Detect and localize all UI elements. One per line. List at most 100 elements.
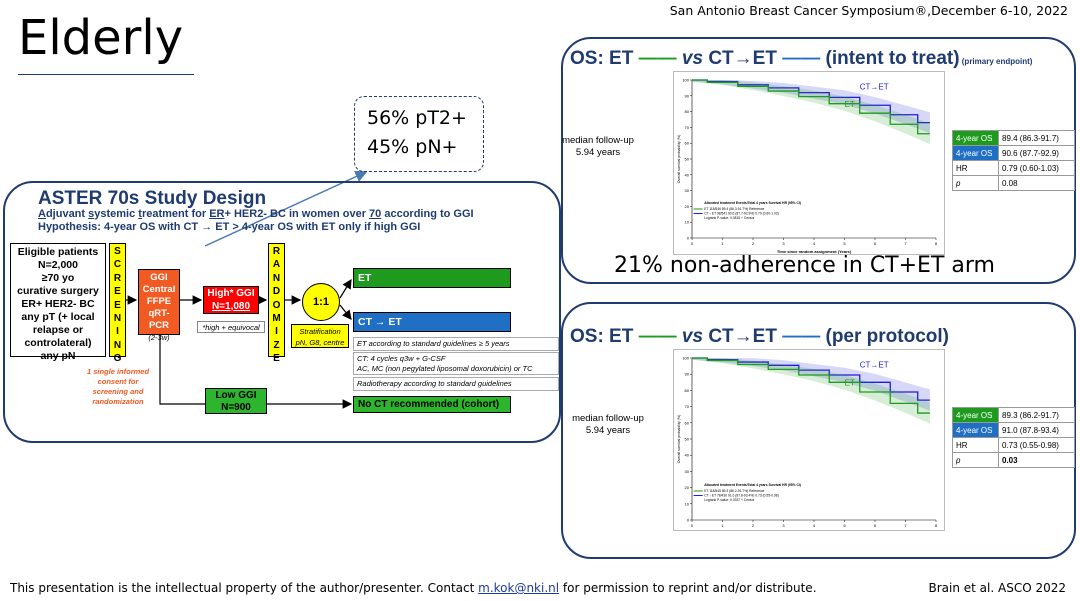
os-itt-title: OS: ET —— vs CT→ET —— (intent to treat) … bbox=[570, 48, 1033, 69]
x-tick-label: 8 bbox=[935, 523, 938, 528]
series-label: CT→ET bbox=[860, 361, 889, 370]
legend-row: CT→ET 78/430 91.0 (87.8-93.4%) 0.73 (0.5… bbox=[704, 494, 779, 498]
os-pp-followup: median follow-up 5.94 years bbox=[572, 413, 644, 436]
x-tick-label: 1 bbox=[721, 241, 724, 246]
bubble-pointer-arrow bbox=[204, 170, 368, 247]
y-tick-label: 80 bbox=[685, 388, 690, 393]
y-tick-label: 30 bbox=[685, 469, 690, 474]
x-tick-label: 5 bbox=[843, 241, 846, 246]
y-tick-label: 50 bbox=[685, 437, 690, 442]
contact-email-link[interactable]: m.kok@nki.nl bbox=[478, 581, 560, 595]
y-tick-label: 100 bbox=[682, 78, 689, 83]
y-axis-label: Overall survival probability (%) bbox=[677, 135, 681, 184]
legend-row: CT→ET 98/541 90.6 (87.7-92.9%) 0.79 (0.6… bbox=[704, 212, 779, 216]
y-tick-label: 60 bbox=[685, 141, 690, 146]
stat-pt2: 56% pT2+ bbox=[367, 107, 467, 129]
km-line-ET bbox=[692, 79, 930, 135]
arm-ct-box: CT → ET bbox=[353, 312, 511, 332]
y-tick-label: 90 bbox=[685, 372, 690, 377]
os-pp-title: OS: ET —— vs CT→ET —— (per protocol) bbox=[570, 326, 949, 347]
title-underline bbox=[18, 74, 194, 75]
x-tick-label: 6 bbox=[874, 241, 877, 246]
y-tick-label: 10 bbox=[685, 220, 690, 225]
x-tick-label: 3 bbox=[782, 523, 785, 528]
y-tick-label: 0 bbox=[687, 236, 690, 241]
consent-note: 1 single informed consent for screening … bbox=[86, 367, 150, 406]
os-itt-table: 4-year OS 89.4 (86.3-91.7) 4-year OS 90.6 … bbox=[952, 130, 1075, 191]
os-itt-followup: median follow-up 5.94 years bbox=[562, 135, 634, 158]
x-axis-label: Time since random assignment (Years) bbox=[777, 249, 852, 254]
legend-footer: Logrank P-value: 0.0815 + Censor bbox=[704, 216, 755, 220]
note-rt: Radiotherapy according to standard guide… bbox=[353, 377, 559, 391]
x-tick-label: 7 bbox=[904, 523, 907, 528]
stat-pn: 45% pN+ bbox=[367, 136, 458, 158]
km-plot-itt: 0 10 20 30 40 50 60 70 80 90 100 0 1 2 3 4 5 6 7 8 Overall s… bbox=[673, 71, 945, 255]
x-tick-label: 6 bbox=[874, 523, 877, 528]
y-tick-label: 60 bbox=[685, 420, 690, 425]
aster-title: ASTER 70s Study Design bbox=[38, 188, 267, 209]
x-tick-label: 8 bbox=[935, 241, 938, 246]
y-tick-label: 90 bbox=[685, 93, 690, 98]
series-label: CT→ET bbox=[860, 82, 889, 91]
stats-bubble: 56% pT2+ 45% pN+ bbox=[354, 96, 484, 172]
low-ggi-box: Low GGI N=900 bbox=[205, 388, 267, 414]
y-tick-label: 70 bbox=[685, 125, 690, 130]
x-tick-label: 3 bbox=[782, 241, 785, 246]
x-tick-label: 4 bbox=[813, 523, 816, 528]
eligible-patients-box: Eligible patients N=2,000 ≥70 yo curative … bbox=[10, 243, 106, 362]
x-tick-label: 4 bbox=[813, 241, 816, 246]
nonadherence-note: 21% non-adherence in CT+ET arm bbox=[614, 253, 995, 278]
aster-hypothesis: Hypothesis: 4-year OS with CT → ET > 4-y… bbox=[38, 221, 421, 233]
footer-copyright: This presentation is the intellectual pr… bbox=[10, 581, 817, 595]
x-tick-label: 2 bbox=[752, 241, 755, 246]
conference-label: San Antonio Breast Cancer Symposium®,Dec… bbox=[669, 3, 1068, 18]
ggi-box: GGI Central FFPE qRT-PCR (2-3w) bbox=[138, 269, 180, 342]
y-axis-label: Overall survival probability (%) bbox=[677, 415, 681, 464]
x-tick-label: 7 bbox=[904, 241, 907, 246]
y-tick-label: 50 bbox=[685, 157, 690, 162]
x-tick-label: 0 bbox=[691, 523, 694, 528]
equivocal-note: *high + equivocal bbox=[197, 321, 265, 333]
km-line-ET bbox=[692, 357, 930, 414]
legend-header: Allocated treatment Events/Total 4 years… bbox=[704, 483, 801, 487]
legend-row: ET 118/545 89.3 (86.2-91.7%) Reference bbox=[704, 489, 764, 493]
y-tick-label: 80 bbox=[685, 109, 690, 114]
y-tick-label: 10 bbox=[685, 501, 690, 506]
page-title: Elderly bbox=[18, 10, 184, 66]
ratio-circle: 1:1 bbox=[302, 283, 340, 321]
ci-band-CT→ET bbox=[692, 80, 930, 134]
series-label: ET bbox=[845, 100, 855, 109]
y-tick-label: 20 bbox=[685, 204, 690, 209]
y-tick-label: 100 bbox=[682, 356, 689, 361]
series-label: ET bbox=[845, 379, 855, 388]
footer-reference: Brain et al. ASCO 2022 bbox=[928, 581, 1067, 595]
ci-band-CT→ET bbox=[692, 358, 930, 411]
note-et: ET according to standard guidelines ≥ 5 … bbox=[353, 337, 559, 351]
y-tick-label: 40 bbox=[685, 172, 690, 177]
stratification-box: Stratification pN, G8, centre bbox=[291, 324, 349, 348]
note-ct: CT: 4 cycles q3w + G-CSF AC, MC (non peg… bbox=[353, 352, 559, 375]
ci-band-ET bbox=[692, 80, 930, 145]
legend-footer: Logrank P-value: 0.0337 + Censor bbox=[704, 498, 755, 502]
aster-subtitle: Adjuvant systemic treatment for ER+ HER2… bbox=[38, 208, 474, 220]
os-pp-table: 4-year OS 89.3 (86.2-91.7) 4-year OS 91.0 … bbox=[952, 407, 1075, 468]
x-tick-label: 5 bbox=[843, 523, 846, 528]
aster-panel bbox=[3, 181, 561, 443]
x-tick-label: 2 bbox=[752, 523, 755, 528]
high-ggi-box: High* GGI N=1,080 bbox=[203, 286, 259, 314]
x-tick-label: 1 bbox=[721, 523, 724, 528]
km-plot-pp: 0 10 20 30 40 50 60 70 80 90 100 0 1 2 3 4 5 6 7 8 Overall s… bbox=[673, 349, 945, 531]
y-tick-label: 0 bbox=[687, 518, 690, 523]
legend-header: Allocated treatment Events/Total 4 years… bbox=[704, 201, 801, 205]
no-ct-box: No CT recommended (cohort) bbox=[353, 396, 511, 413]
legend-row: ET 118/546 89.4 (86.3-91.7%) Reference bbox=[704, 207, 764, 211]
ci-band-ET bbox=[692, 358, 930, 424]
y-tick-label: 30 bbox=[685, 188, 690, 193]
y-tick-label: 40 bbox=[685, 453, 690, 458]
y-tick-label: 70 bbox=[685, 404, 690, 409]
y-tick-label: 20 bbox=[685, 485, 690, 490]
x-tick-label: 0 bbox=[691, 241, 694, 246]
